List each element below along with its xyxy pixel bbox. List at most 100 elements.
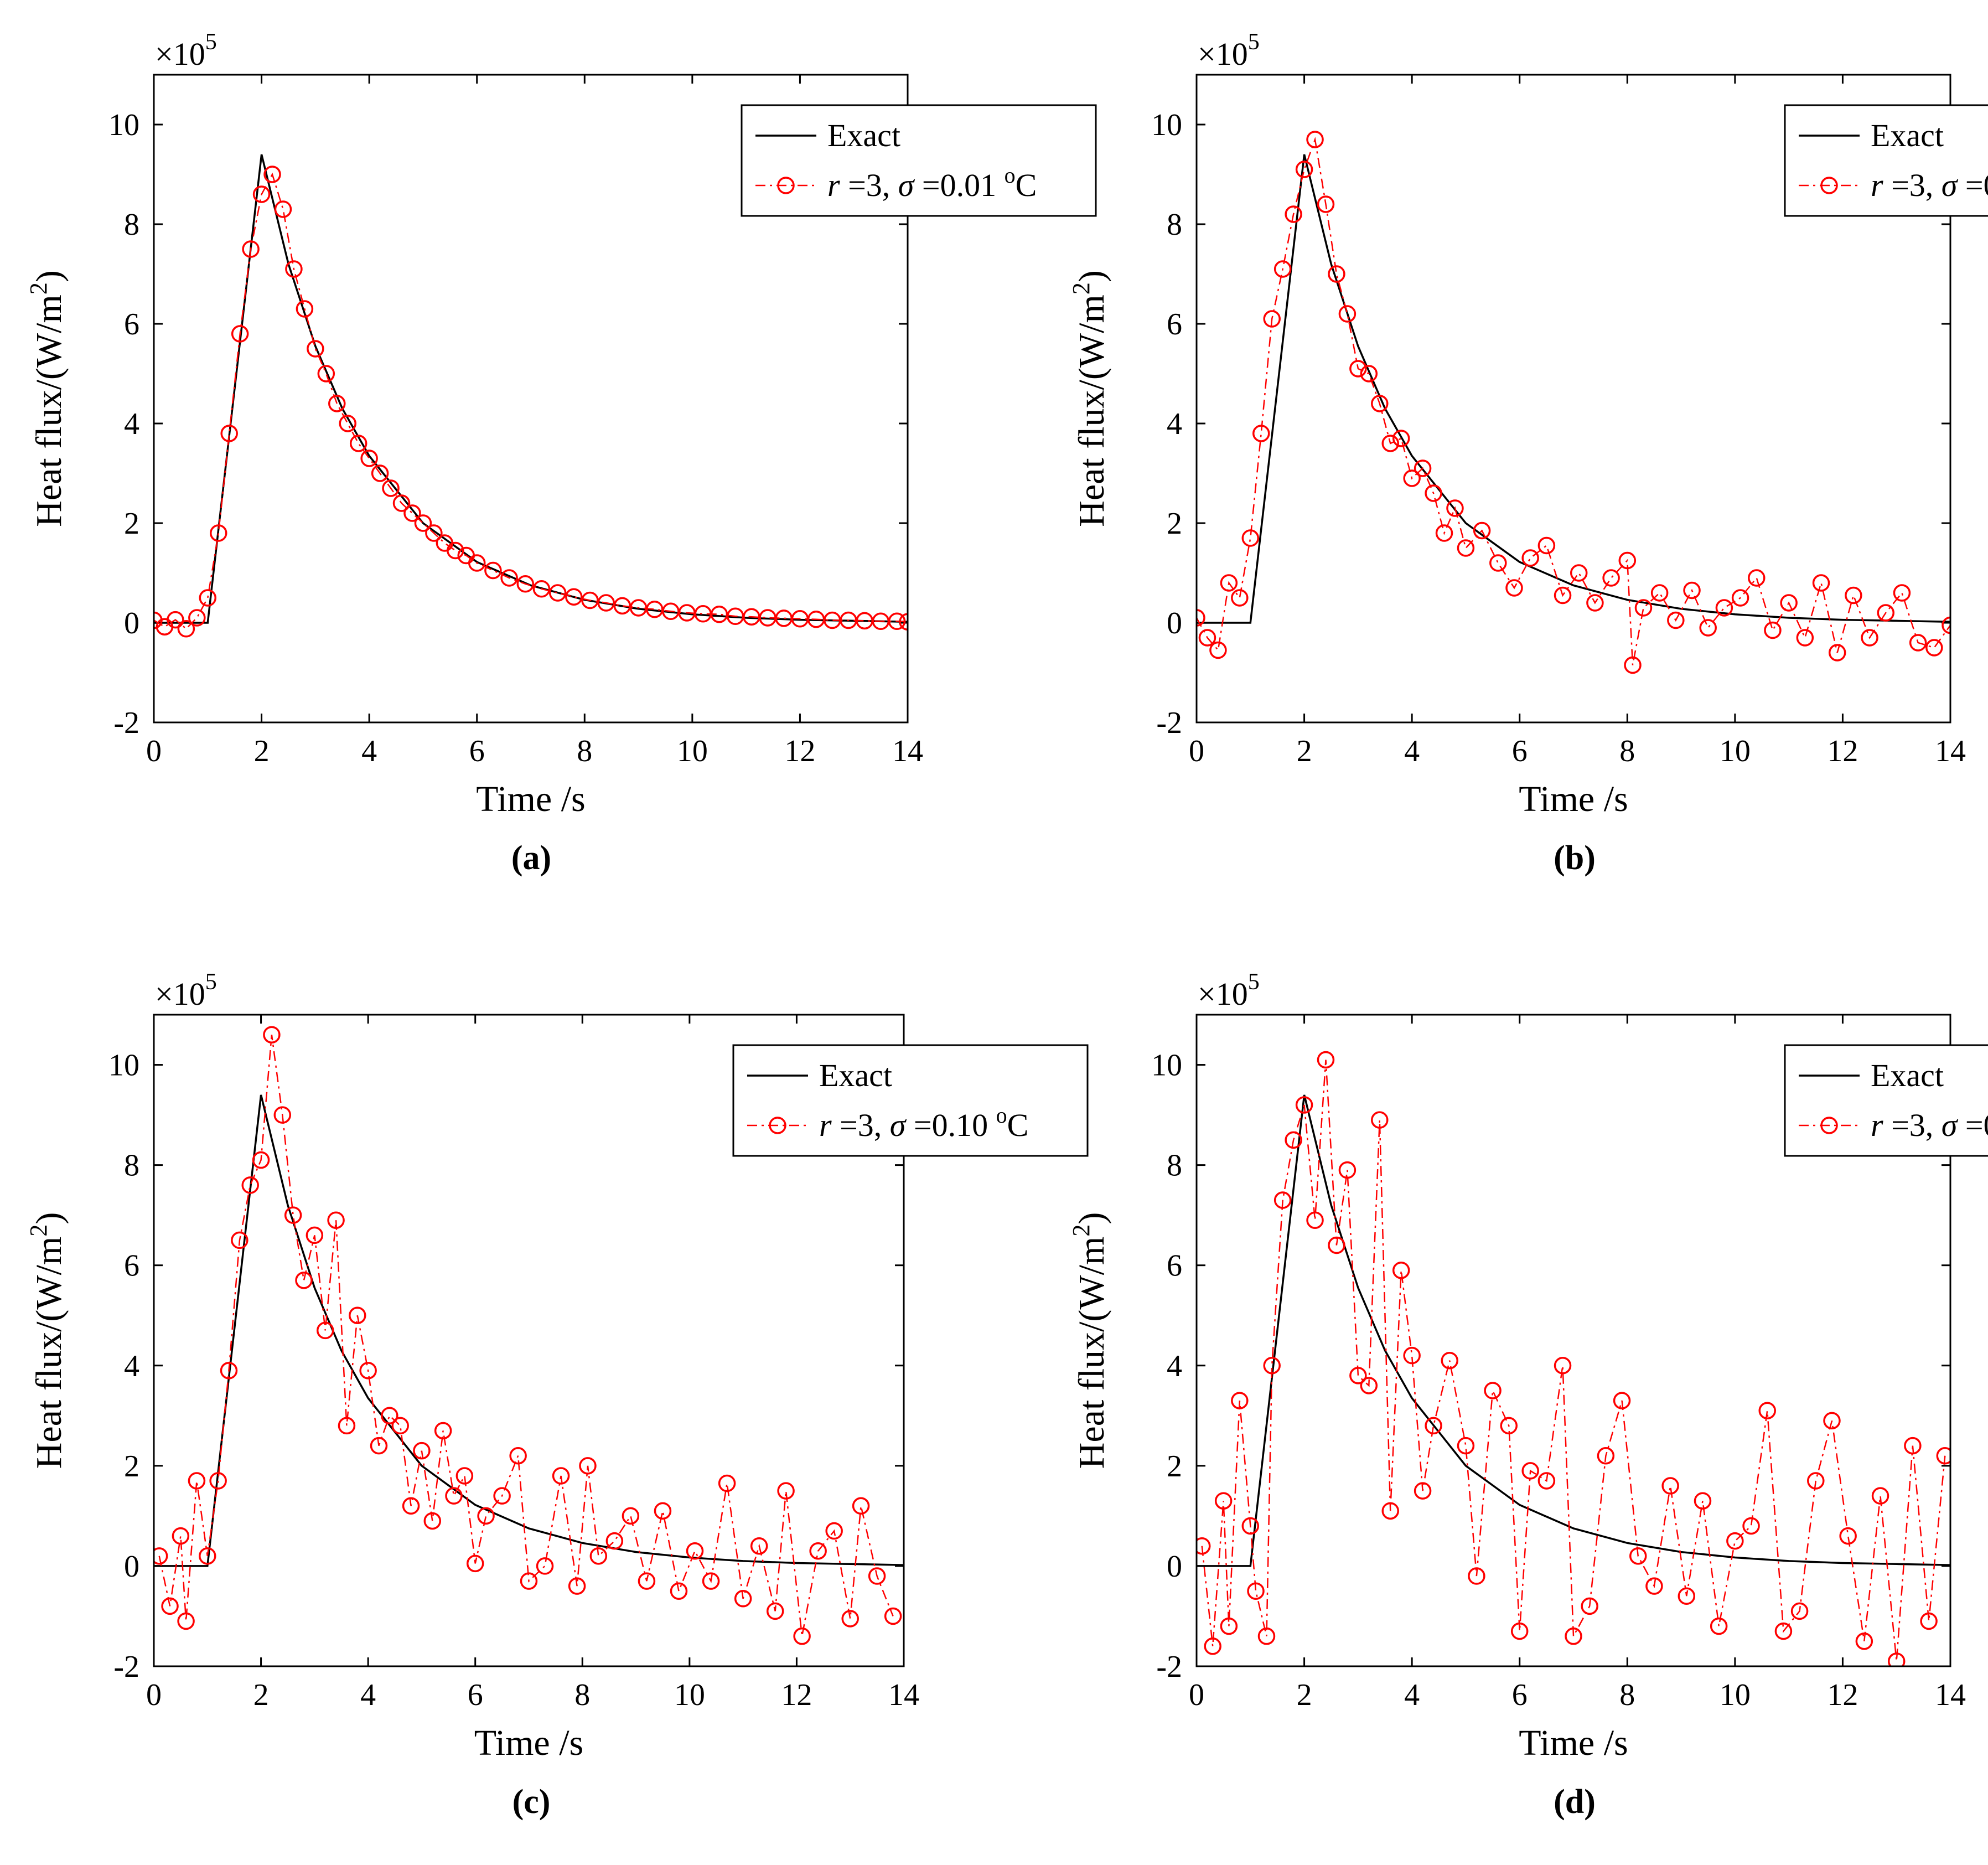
measured-point bbox=[1796, 629, 1814, 647]
measured-point bbox=[597, 594, 615, 612]
y-tick-label: 0 bbox=[1167, 606, 1182, 640]
measured-point bbox=[1295, 1096, 1313, 1114]
measured-point bbox=[1861, 629, 1878, 647]
measured-point bbox=[445, 1487, 463, 1505]
measured-point bbox=[1403, 469, 1421, 487]
measured-point bbox=[1371, 1111, 1389, 1129]
legend-exact-label: Exact bbox=[819, 1057, 892, 1093]
y-tick-label: 0 bbox=[124, 1549, 139, 1584]
measured-point bbox=[392, 494, 411, 512]
measured-point bbox=[1893, 584, 1911, 602]
measured-point bbox=[1197, 1537, 1211, 1555]
measured-point bbox=[1285, 1131, 1302, 1149]
measured-point bbox=[1925, 639, 1943, 657]
measured-point bbox=[500, 569, 518, 587]
legend-measured-label: r =3, σ =0.20 oC bbox=[1871, 1103, 1988, 1143]
measured-point bbox=[466, 1554, 484, 1573]
x-tick-label: 10 bbox=[1720, 1678, 1751, 1712]
measured-point bbox=[1392, 1261, 1410, 1279]
y-tick-label: 4 bbox=[1167, 1349, 1182, 1383]
legend-measured-label: r =3, σ =0.10 oC bbox=[819, 1103, 1028, 1143]
measured-point bbox=[349, 1306, 366, 1324]
x-tick-label: 6 bbox=[469, 734, 485, 768]
legend: Exact r =3, σ =0.20 oC bbox=[1784, 1044, 1988, 1157]
measured-point bbox=[1198, 629, 1216, 647]
x-tick-label: 10 bbox=[677, 734, 708, 768]
y-tick-label: 6 bbox=[124, 307, 139, 342]
x-tick-label: 8 bbox=[1619, 734, 1635, 768]
measured-point bbox=[1554, 586, 1572, 605]
measured-point bbox=[1306, 131, 1324, 148]
measured-point bbox=[1521, 1462, 1539, 1480]
measured-point bbox=[884, 1607, 902, 1625]
measured-point bbox=[888, 612, 906, 631]
y-tick-label: 6 bbox=[124, 1249, 139, 1283]
measured-point bbox=[1634, 599, 1653, 617]
measured-point bbox=[359, 1362, 377, 1380]
y-tick-label: 8 bbox=[1167, 1149, 1182, 1183]
y-tick-label: 8 bbox=[124, 1149, 139, 1183]
measured-point bbox=[1468, 1567, 1485, 1585]
x-tick-label: 2 bbox=[254, 734, 270, 768]
y-tick-label: 0 bbox=[1167, 1549, 1182, 1584]
measured-point bbox=[536, 1557, 554, 1575]
exact-line bbox=[154, 154, 908, 624]
measured-point bbox=[220, 1362, 238, 1380]
y-tick-label: 10 bbox=[108, 108, 139, 142]
measured-point bbox=[1807, 1472, 1825, 1490]
measured-line bbox=[1197, 137, 1950, 665]
y-tick-label: 10 bbox=[1151, 1048, 1182, 1083]
x-tick-label: 4 bbox=[360, 1678, 376, 1712]
measured-point bbox=[199, 1547, 216, 1565]
measured-point bbox=[1565, 1627, 1582, 1645]
axes-box bbox=[153, 1014, 905, 1667]
x-tick-label: 12 bbox=[781, 1678, 812, 1712]
measured-point bbox=[177, 1612, 195, 1630]
measured-point bbox=[899, 613, 908, 631]
measured-point bbox=[1231, 1392, 1249, 1409]
y-multiplier: ×105 bbox=[155, 969, 217, 1012]
measured-point bbox=[868, 1567, 886, 1585]
measured-point bbox=[306, 1226, 324, 1244]
x-tick-label: 14 bbox=[892, 734, 923, 768]
measured-point bbox=[360, 450, 378, 467]
measured-point bbox=[177, 620, 195, 638]
measured-point bbox=[284, 1206, 302, 1224]
measured-point bbox=[1263, 310, 1281, 328]
measured-point bbox=[1920, 1612, 1938, 1630]
measured-point bbox=[1220, 1617, 1238, 1635]
measured-point bbox=[1823, 1412, 1841, 1430]
measured-point bbox=[455, 1467, 474, 1485]
measured-point bbox=[370, 1437, 388, 1455]
legend-measured-label: r =3, σ =0.01 oC bbox=[827, 163, 1037, 203]
measured-point bbox=[1414, 459, 1432, 477]
measured-point bbox=[1694, 1492, 1712, 1510]
measured-point bbox=[371, 464, 389, 482]
measured-point bbox=[1204, 1637, 1221, 1655]
x-tick-label: 4 bbox=[361, 734, 377, 768]
measured-point bbox=[1650, 584, 1669, 602]
x-tick-label: 0 bbox=[1189, 734, 1204, 768]
panel-label: (b) bbox=[1554, 839, 1596, 877]
measured-point bbox=[825, 1522, 843, 1540]
measured-point bbox=[241, 1176, 259, 1194]
measured-point bbox=[295, 1272, 313, 1289]
measured-point bbox=[468, 554, 486, 572]
y-multiplier: ×105 bbox=[1198, 29, 1260, 72]
axes-box bbox=[153, 74, 909, 724]
measured-point bbox=[263, 1026, 281, 1043]
y-multiplier: ×105 bbox=[1198, 969, 1260, 1012]
measured-point bbox=[718, 1474, 736, 1492]
measured-line bbox=[154, 172, 908, 630]
measured-point bbox=[793, 1627, 811, 1645]
measured-point bbox=[242, 240, 260, 258]
measured-point bbox=[1441, 1351, 1458, 1370]
measured-point bbox=[589, 1547, 608, 1565]
measured-point bbox=[670, 1582, 688, 1600]
y-tick-label: -2 bbox=[113, 706, 139, 740]
measured-point bbox=[1328, 1236, 1345, 1254]
measured-point bbox=[750, 1537, 768, 1555]
